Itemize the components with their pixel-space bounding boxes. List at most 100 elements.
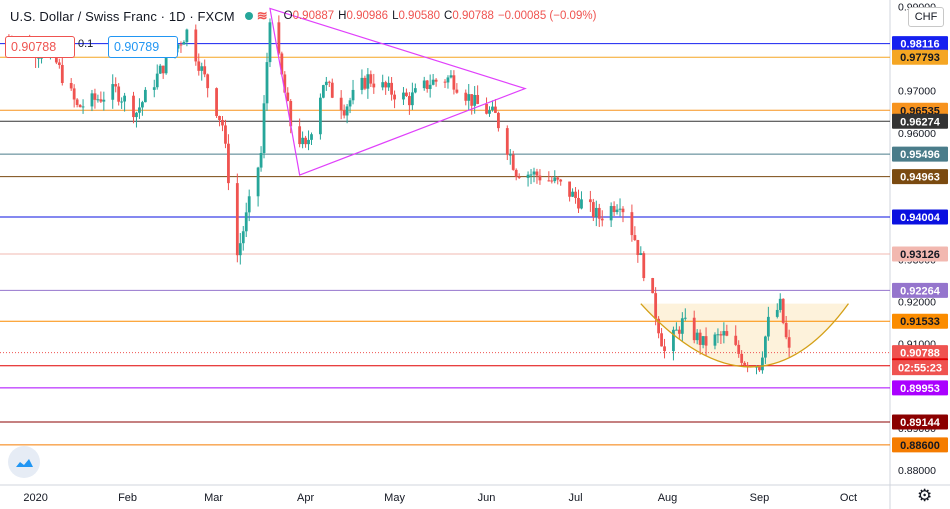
candle-body [550, 180, 554, 182]
candle-body [227, 143, 230, 184]
candle-body [672, 329, 675, 352]
indicator-wave-icon[interactable]: ≋ [256, 8, 268, 23]
candle-body [319, 97, 322, 135]
time-tick-label: Jun [478, 492, 496, 504]
candle-body [491, 106, 494, 111]
candle-body [259, 153, 263, 168]
plot-area [0, 0, 890, 485]
candle-body [538, 175, 542, 181]
candle-body [722, 331, 726, 336]
candle-body [60, 64, 64, 84]
candle-body [75, 99, 79, 105]
candle-body [218, 115, 221, 120]
cloud-icon [16, 459, 33, 467]
ohlc-high: H0.90986 [338, 10, 389, 22]
countdown-label: 02:55:23 [898, 363, 942, 375]
candle-body [591, 202, 595, 217]
tradingview-logo-icon[interactable] [8, 446, 40, 478]
level-price-label: 0.89144 [900, 417, 941, 429]
level-price-tag [892, 414, 948, 430]
level-price-tag [892, 380, 948, 396]
candle-body [698, 332, 702, 345]
candle-body [289, 100, 293, 127]
candle-body [155, 73, 159, 88]
candle-body [663, 346, 666, 352]
candle-body [556, 177, 560, 180]
candle-body [657, 318, 660, 334]
candle-body [141, 102, 144, 108]
candle-body [298, 126, 302, 145]
candle-body [143, 89, 147, 103]
gear-icon[interactable]: ⚙ [917, 486, 933, 505]
candle-body [372, 83, 376, 88]
sell-button[interactable]: 0.90788 [5, 36, 75, 58]
currency-button[interactable]: CHF [908, 7, 944, 27]
level-price-label: 0.96274 [900, 116, 941, 128]
level-price-tag [892, 345, 948, 361]
candle-body [138, 107, 141, 113]
candle-body [574, 191, 577, 198]
candle-body [321, 85, 325, 98]
candle-body [286, 92, 290, 101]
level-price-label: 0.98116 [900, 39, 939, 51]
candle-body [164, 55, 168, 74]
candle-body [778, 298, 782, 310]
candle-body [224, 125, 227, 144]
candle-body [467, 94, 471, 101]
candle-body [758, 366, 761, 371]
candle-body [111, 84, 115, 100]
candle-body [508, 154, 512, 156]
candle-body [408, 96, 411, 106]
candle-body [280, 53, 284, 75]
candle-body [277, 22, 281, 54]
candle-body [413, 88, 417, 93]
level-price-tag [892, 113, 948, 129]
candle-body [719, 334, 723, 336]
candle-body [588, 199, 592, 203]
candle-body [96, 99, 100, 101]
candle-body [81, 106, 85, 108]
candle-body [470, 94, 474, 106]
level-price-tag [892, 169, 948, 185]
candle-body [526, 174, 530, 178]
candle-body [517, 176, 521, 178]
ohlc-low: L0.90580 [392, 10, 441, 22]
candle-body [737, 344, 741, 354]
candle-body [235, 183, 239, 256]
candle-body [182, 41, 186, 45]
candle-body [571, 191, 574, 197]
candle-body [476, 94, 480, 104]
spread-value: 0.1 [78, 38, 94, 50]
candle-body [99, 99, 103, 102]
level-price-label: 0.93126 [900, 249, 940, 261]
candle-body [675, 329, 678, 331]
candle-body [428, 84, 432, 89]
candle-body [464, 92, 468, 101]
candle-body [704, 336, 708, 346]
time-tick-label: Mar [204, 492, 223, 504]
candle-body [633, 235, 637, 241]
candle-body [283, 74, 287, 93]
candle-body [612, 206, 616, 213]
candle-body [390, 82, 393, 95]
buy-button[interactable]: 0.90789 [108, 36, 178, 58]
candle-body [203, 66, 207, 75]
candle-body [342, 110, 346, 116]
candle-body [304, 137, 307, 145]
candle-body [425, 80, 429, 89]
symbol-title[interactable]: U.S. Dollar / Swiss Franc · 1D · FXCM [10, 8, 235, 24]
candle-body [784, 322, 788, 338]
candle-body [197, 61, 201, 71]
candle-body [117, 86, 121, 102]
candle-body [393, 94, 396, 100]
candle-body [381, 82, 385, 88]
candle-body [781, 298, 785, 323]
candle-body [78, 104, 82, 108]
candle-body [262, 103, 266, 154]
candle-body [93, 93, 97, 100]
candle-body [268, 22, 272, 63]
level-price-tag [892, 146, 948, 162]
candle-body [241, 231, 245, 244]
candle-body [514, 169, 518, 177]
